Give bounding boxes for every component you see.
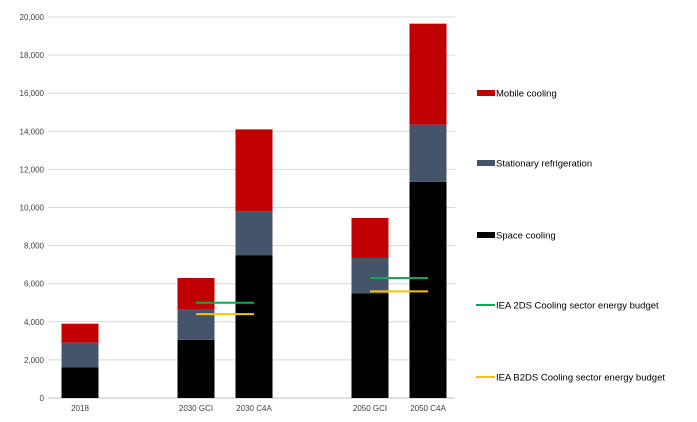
y-tick-label: 8,000	[24, 242, 45, 251]
y-tick-label: 0	[40, 394, 45, 403]
bar-segment	[351, 257, 389, 294]
legend-label: IEA B2DS Cooling sector energy budget	[496, 373, 665, 384]
legend-label: Space cooling	[496, 231, 556, 242]
y-tick-label: 12,000	[20, 165, 45, 174]
legend-label: Mobile cooling	[496, 89, 557, 100]
legend-swatch	[477, 160, 495, 166]
x-axis-ticks: 2018 2030 GCI 2030 C4A 2050 GCI 2050 C4A	[71, 404, 446, 413]
x-tick-label: 2050 C4A	[410, 404, 446, 413]
x-tick-label: 2018	[71, 404, 89, 413]
bar-segment	[235, 211, 273, 256]
y-tick-label: 14,000	[20, 127, 45, 136]
bar-segment	[61, 342, 99, 368]
y-tick-label: 6,000	[24, 280, 45, 289]
x-tick-label: 2030 C4A	[236, 404, 272, 413]
bar-segment	[177, 277, 215, 310]
y-tick-label: 18,000	[20, 51, 45, 60]
legend-swatch	[477, 90, 495, 96]
y-tick-label: 20,000	[20, 13, 45, 22]
bar-segment	[409, 181, 447, 398]
bar-segment	[61, 323, 99, 343]
y-tick-label: 4,000	[24, 318, 45, 327]
y-tick-label: 10,000	[20, 204, 45, 213]
reference-lines	[196, 276, 428, 316]
legend-label: IEA 2DS Cooling sector energy budget	[496, 301, 659, 312]
bar-segment	[235, 129, 273, 212]
x-tick-label: 2030 GCI	[179, 404, 213, 413]
legend: Mobile cooling Stationary refrigeration Sp…	[476, 89, 665, 384]
bar-segment	[235, 255, 273, 398]
y-tick-label: 16,000	[20, 89, 45, 98]
bar-segment	[61, 367, 99, 398]
bar-segment	[177, 339, 215, 398]
bar-segment	[409, 124, 447, 182]
bars	[61, 23, 447, 398]
legend-swatch	[477, 232, 495, 238]
legend-label: Stationary refrigeration	[496, 159, 592, 170]
x-tick-label: 2050 GCI	[353, 404, 387, 413]
y-tick-label: 2,000	[24, 356, 45, 365]
bar-segment	[409, 23, 447, 125]
y-axis-ticks: 0 2,000 4,000 6,000 8,000 10,000 12,000 14,000 1…	[20, 13, 45, 403]
bar-segment	[351, 293, 389, 398]
bar-segment	[351, 217, 389, 258]
